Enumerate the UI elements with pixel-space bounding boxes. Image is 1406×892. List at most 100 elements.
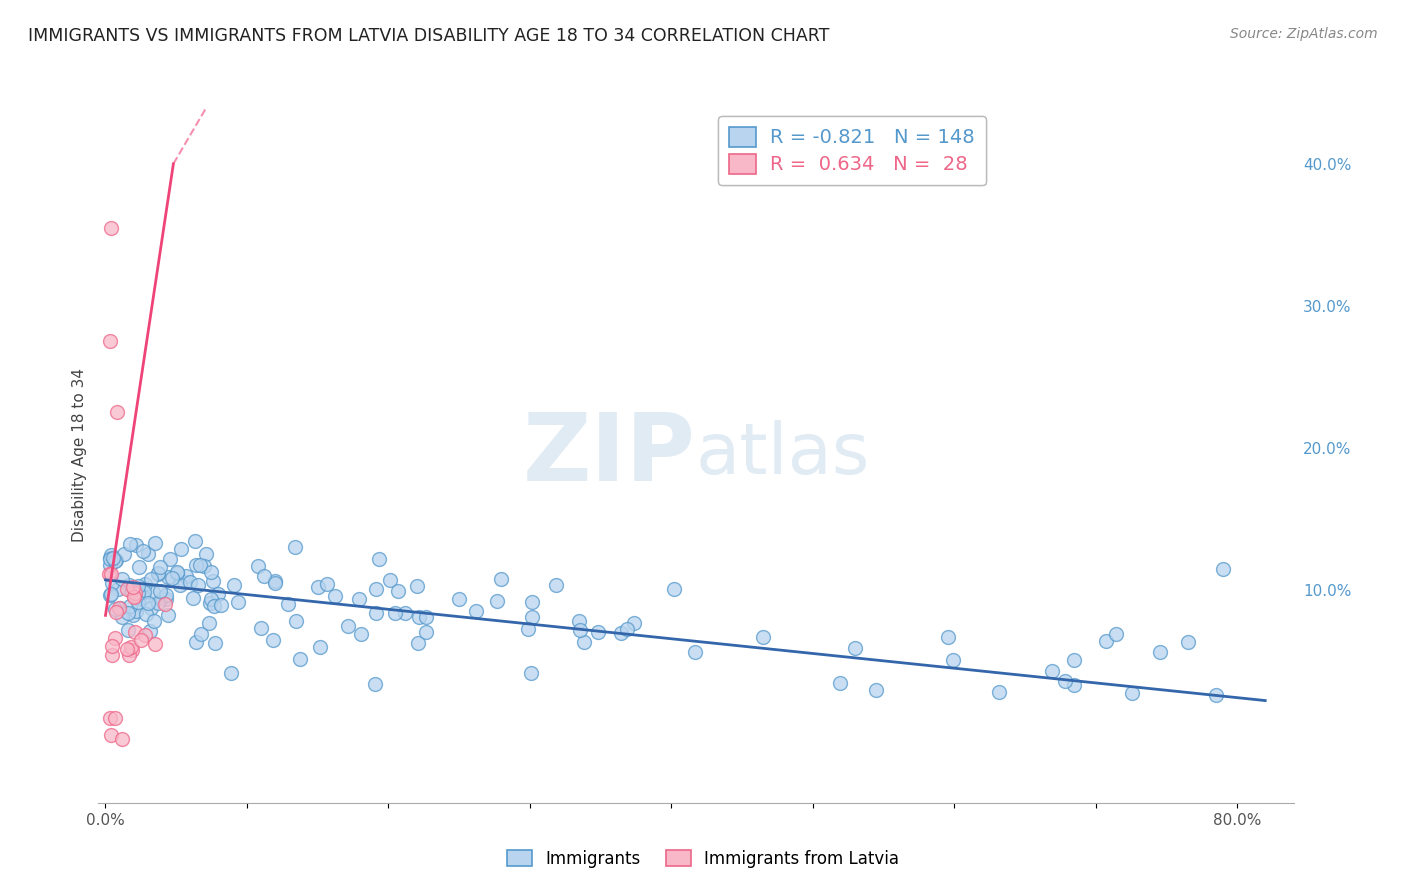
Point — [121, 643, 143, 657]
Point — [207, 587, 229, 601]
Point — [155, 591, 177, 606]
Point — [146, 566, 169, 580]
Point — [387, 584, 409, 599]
Point — [146, 596, 169, 610]
Point — [406, 636, 429, 650]
Point — [752, 630, 775, 644]
Point — [449, 591, 471, 606]
Point — [186, 635, 208, 649]
Point — [264, 576, 287, 591]
Point — [132, 590, 155, 604]
Point — [187, 578, 209, 592]
Point — [323, 589, 346, 603]
Point — [104, 631, 127, 645]
Point — [350, 626, 373, 640]
Point — [100, 587, 122, 601]
Text: Source: ZipAtlas.com: Source: ZipAtlas.com — [1230, 27, 1378, 41]
Point — [127, 579, 149, 593]
Point — [384, 606, 406, 620]
Point — [567, 614, 589, 628]
Point — [1040, 665, 1063, 679]
Point — [224, 578, 246, 592]
Point — [97, 566, 120, 581]
Point — [1063, 677, 1085, 691]
Point — [136, 547, 159, 561]
Point — [100, 548, 122, 562]
Point — [139, 601, 162, 615]
Point — [190, 626, 212, 640]
Point — [200, 592, 222, 607]
Point — [204, 636, 226, 650]
Point — [277, 597, 299, 611]
Point — [124, 624, 146, 639]
Point — [105, 605, 128, 619]
Point — [115, 642, 138, 657]
Point — [150, 591, 173, 605]
Point — [122, 589, 145, 603]
Point — [186, 558, 208, 572]
Point — [572, 635, 595, 649]
Point — [522, 609, 544, 624]
Point — [844, 640, 866, 655]
Point — [117, 606, 139, 620]
Point — [143, 614, 166, 628]
Point — [111, 609, 134, 624]
Point — [520, 665, 543, 680]
Point — [1094, 634, 1116, 648]
Point — [134, 628, 156, 642]
Point — [406, 579, 429, 593]
Point — [193, 558, 215, 573]
Point — [101, 551, 124, 566]
Point — [184, 534, 207, 549]
Point — [1212, 561, 1234, 575]
Point — [141, 572, 163, 586]
Point — [415, 624, 437, 639]
Point — [415, 610, 437, 624]
Point — [200, 596, 222, 610]
Point — [105, 405, 128, 419]
Point — [100, 567, 122, 582]
Point — [569, 623, 592, 637]
Point — [157, 608, 180, 623]
Point — [664, 582, 686, 597]
Point — [987, 685, 1010, 699]
Point — [368, 551, 391, 566]
Point — [1205, 688, 1227, 702]
Point — [520, 595, 543, 609]
Point — [143, 536, 166, 550]
Point — [408, 610, 430, 624]
Point — [1053, 674, 1076, 689]
Point — [517, 622, 540, 636]
Point — [104, 553, 127, 567]
Point — [98, 558, 121, 573]
Point — [112, 547, 135, 561]
Point — [181, 591, 204, 605]
Point — [121, 584, 143, 599]
Point — [111, 731, 134, 746]
Point — [155, 588, 177, 602]
Point — [169, 578, 191, 592]
Point — [120, 537, 142, 551]
Point — [115, 582, 138, 596]
Point — [121, 608, 143, 623]
Point — [486, 594, 509, 608]
Point — [284, 540, 307, 554]
Point — [174, 569, 197, 583]
Point — [98, 588, 121, 602]
Point — [146, 567, 169, 582]
Point — [101, 639, 124, 653]
Y-axis label: Disability Age 18 to 34: Disability Age 18 to 34 — [72, 368, 87, 542]
Point — [166, 565, 188, 579]
Point — [124, 586, 146, 600]
Point — [942, 653, 965, 667]
Point — [616, 623, 638, 637]
Point — [101, 648, 124, 663]
Point — [610, 626, 633, 640]
Point — [117, 623, 139, 637]
Point — [309, 640, 332, 654]
Point — [544, 578, 567, 592]
Point — [100, 220, 122, 235]
Point — [122, 590, 145, 604]
Point — [104, 602, 127, 616]
Point — [201, 574, 224, 589]
